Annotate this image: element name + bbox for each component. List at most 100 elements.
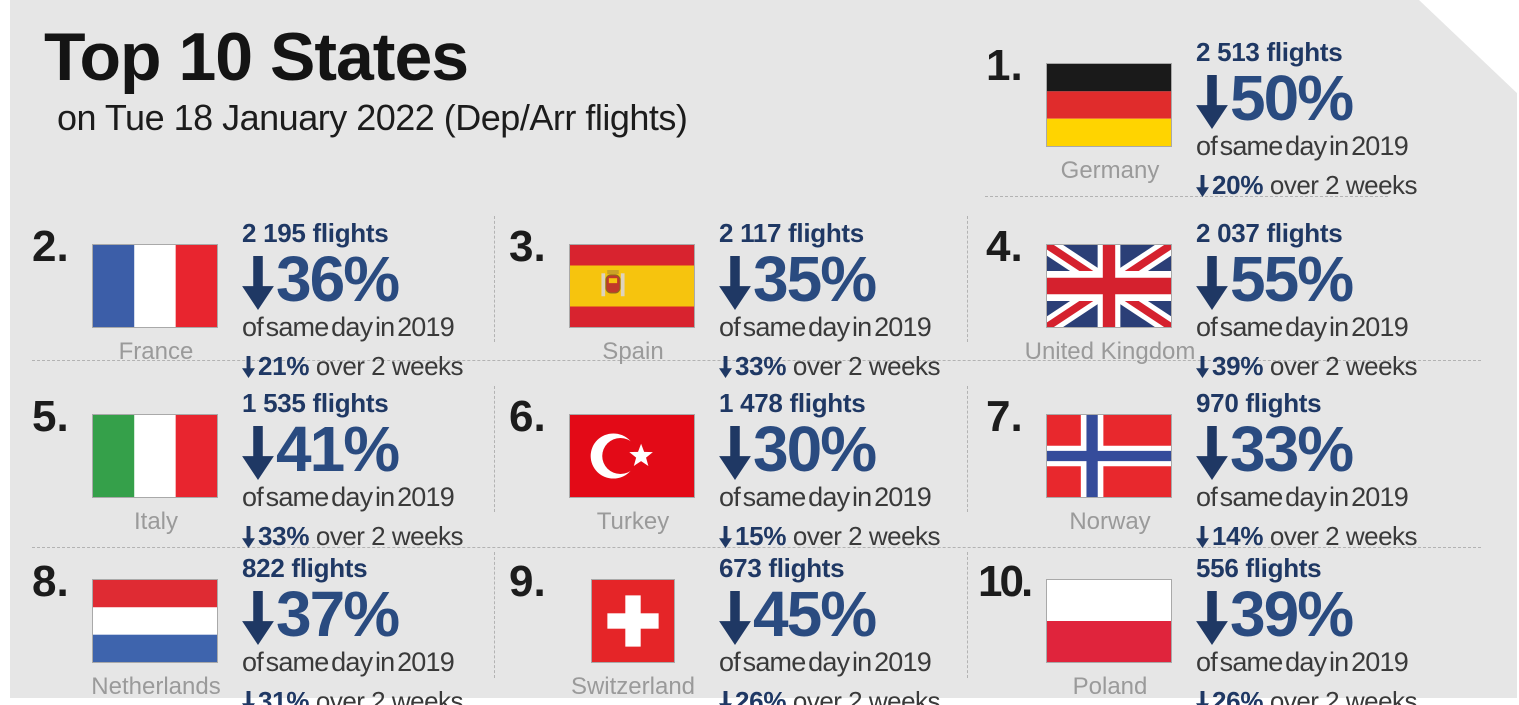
state-entry-norway: 7. Norway 970 flights 33% of same day in 201…	[984, 386, 1446, 551]
state-entry-italy: 5. Italy 1 535 flights 41% of same day in 20…	[30, 386, 492, 551]
separator-under-row2	[32, 360, 1481, 361]
stats-block: 673 flights 45% of same day in 2019 26% ove…	[719, 553, 975, 705]
separator-col2-row4	[967, 552, 968, 678]
uk-flag-icon	[1046, 244, 1172, 328]
same-day-label: of same day in 2019	[1196, 482, 1409, 512]
down-arrow-icon	[1196, 426, 1228, 480]
same-day-label: of same day in 2019	[242, 647, 455, 677]
page-title: Top 10 States	[44, 19, 469, 95]
same-day-label: of same day in 2019	[242, 312, 455, 342]
separator-under-row3	[32, 547, 1481, 548]
down-arrow-icon	[719, 591, 751, 645]
norway-flag-icon	[1046, 414, 1172, 498]
two-week-trend: 33% over 2 weeks	[719, 351, 975, 382]
drop-percent: 35%	[719, 247, 975, 311]
gray-background	[10, 0, 1517, 698]
same-day-label: of same day in 2019	[1196, 647, 1409, 677]
poland-flag-icon	[1046, 579, 1172, 663]
turkey-flag-icon	[569, 414, 695, 498]
stats-block: 2 513 flights 50% of same day in 2019 20% o…	[1196, 37, 1452, 201]
two-week-trend: 31% over 2 weeks	[242, 686, 498, 705]
same-day-label: of same day in 2019	[719, 482, 932, 512]
country-label: Norway	[1069, 508, 1151, 535]
separator-col1-row2	[494, 216, 495, 342]
country-label: United Kingdom	[1024, 338, 1196, 365]
state-entry-france: 2. France 2 195 flights 36% of same day in 2…	[30, 216, 492, 381]
rank-label: 5.	[32, 392, 69, 441]
separator-col2-row3	[967, 386, 968, 512]
country-label: Turkey	[596, 508, 670, 535]
separator-col1-row4	[494, 552, 495, 678]
flights-count: 822 flights	[242, 553, 368, 583]
flights-count: 2 195 flights	[242, 218, 389, 248]
country-label: Poland	[1072, 673, 1148, 700]
page-subtitle: on Tue 18 January 2022 (Dep/Arr flights)	[57, 97, 688, 138]
stats-block: 822 flights 37% of same day in 2019 31% ove…	[242, 553, 498, 705]
rank-label: 9.	[509, 557, 546, 606]
flights-count: 1 478 flights	[719, 388, 866, 418]
down-arrow-icon	[1196, 525, 1209, 548]
switzerland-flag-icon	[591, 579, 675, 663]
country-label: Switzerland	[570, 673, 696, 700]
spain-flag-icon	[569, 244, 695, 328]
rank-label: 10.	[978, 557, 1033, 606]
separator-col1-row3	[494, 386, 495, 512]
same-day-label: of same day in 2019	[719, 647, 932, 677]
rank-label: 3.	[509, 222, 546, 271]
two-week-trend: 26% over 2 weeks	[1196, 686, 1452, 705]
drop-percent: 37%	[242, 582, 498, 646]
stats-block: 970 flights 33% of same day in 2019 14% ove…	[1196, 388, 1452, 552]
down-arrow-icon	[1196, 75, 1228, 129]
stats-block: 2 117 flights 35% of same day in 2019 33% o…	[719, 218, 975, 382]
italy-flag-icon	[92, 414, 218, 498]
stats-block: 1 478 flights 30% of same day in 2019 15% o…	[719, 388, 975, 552]
germany-flag-icon	[1046, 63, 1172, 147]
country-label: Netherlands	[91, 673, 221, 700]
stats-block: 1 535 flights 41% of same day in 2019 33% o…	[242, 388, 498, 552]
down-arrow-icon	[1196, 690, 1209, 705]
drop-percent: 50%	[1196, 66, 1452, 130]
down-arrow-icon	[719, 426, 751, 480]
down-arrow-icon	[1196, 591, 1228, 645]
country-label: Spain	[602, 338, 664, 365]
down-arrow-icon	[1196, 174, 1209, 197]
down-arrow-icon	[1196, 355, 1209, 378]
two-week-trend: 39% over 2 weeks	[1196, 351, 1452, 382]
drop-percent: 30%	[719, 417, 975, 481]
down-arrow-icon	[242, 355, 255, 378]
drop-percent: 55%	[1196, 247, 1452, 311]
down-arrow-icon	[719, 525, 732, 548]
two-week-trend: 33% over 2 weeks	[242, 521, 498, 552]
down-arrow-icon	[242, 426, 274, 480]
drop-percent: 45%	[719, 582, 975, 646]
country-label: Germany	[1060, 157, 1160, 184]
state-entry-netherlands: 8. Netherlands 822 flights 37% of same day i…	[30, 551, 492, 705]
state-entry-poland: 10. Poland 556 flights 39% of same day in 20…	[978, 551, 1446, 705]
netherlands-flag-icon	[92, 579, 218, 663]
country-label: Italy	[133, 508, 179, 535]
drop-percent: 39%	[1196, 582, 1452, 646]
rank-label: 8.	[32, 557, 69, 606]
two-week-trend: 26% over 2 weeks	[719, 686, 975, 705]
down-arrow-icon	[242, 690, 255, 705]
down-arrow-icon	[242, 591, 274, 645]
flights-count: 2 117 flights	[719, 218, 864, 248]
state-entry-spain: 3. Spain 2 117 flights 35% of same day in 20…	[507, 216, 969, 381]
flights-count: 556 flights	[1196, 553, 1322, 583]
rank-label: 6.	[509, 392, 546, 441]
same-day-label: of same day in 2019	[1196, 131, 1409, 161]
drop-percent: 36%	[242, 247, 498, 311]
state-entry-switzerland: 9. Switzerland 673 flights 45% of same day i…	[507, 551, 969, 705]
france-flag-icon	[92, 244, 218, 328]
separator-col2-row2	[967, 216, 968, 342]
flights-count: 2 037 flights	[1196, 218, 1343, 248]
state-entry-uk: 4. United Kingdom 2 037 flights 55% of same …	[984, 216, 1446, 381]
down-arrow-icon	[1196, 256, 1228, 310]
rank-label: 2.	[32, 222, 69, 271]
drop-percent: 33%	[1196, 417, 1452, 481]
same-day-label: of same day in 2019	[242, 482, 455, 512]
rank-label: 7.	[986, 392, 1023, 441]
down-arrow-icon	[719, 355, 732, 378]
separator-under-row1	[985, 196, 1388, 197]
